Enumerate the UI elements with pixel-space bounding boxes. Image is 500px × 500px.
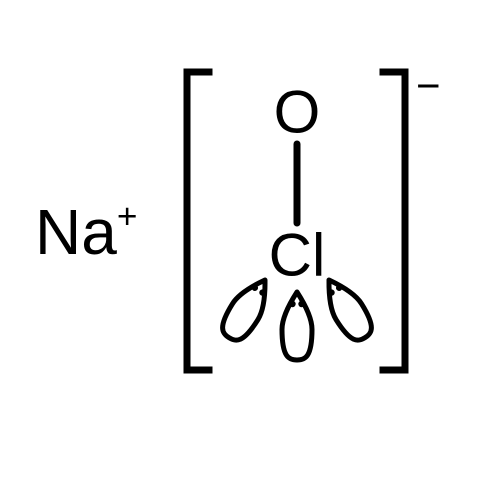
anion-charge: −: [416, 62, 441, 109]
lone-pair-lobe: [282, 292, 312, 360]
bracket-left: [187, 72, 209, 370]
electron-dot: [298, 301, 304, 307]
lone-pair-lobe: [316, 272, 377, 346]
structure-svg: − O Cl: [0, 0, 500, 500]
oxygen-atom: O: [274, 79, 321, 146]
electron-dot: [289, 301, 295, 307]
bracket-right: [383, 72, 405, 370]
chlorine-atom: Cl: [269, 222, 326, 289]
chemical-structure-diagram: Na+ − O Cl: [0, 0, 500, 500]
